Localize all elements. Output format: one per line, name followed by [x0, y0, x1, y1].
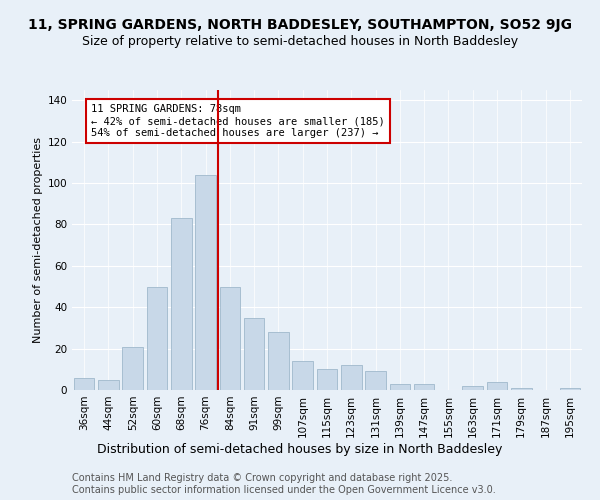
Bar [317, 370, 337, 390]
Text: Distribution of semi-detached houses by size in North Baddesley: Distribution of semi-detached houses by … [97, 442, 503, 456]
Bar [487, 382, 508, 390]
Bar [365, 372, 386, 390]
Text: 11, SPRING GARDENS, NORTH BADDESLEY, SOUTHAMPTON, SO52 9JG: 11, SPRING GARDENS, NORTH BADDESLEY, SOU… [28, 18, 572, 32]
Text: 11 SPRING GARDENS: 78sqm
← 42% of semi-detached houses are smaller (185)
54% of : 11 SPRING GARDENS: 78sqm ← 42% of semi-d… [91, 104, 385, 138]
Bar [511, 388, 532, 390]
Bar [268, 332, 289, 390]
Bar [122, 346, 143, 390]
Bar [560, 388, 580, 390]
Bar [171, 218, 191, 390]
Bar [341, 365, 362, 390]
Bar [389, 384, 410, 390]
Y-axis label: Number of semi-detached properties: Number of semi-detached properties [33, 137, 43, 343]
Bar [463, 386, 483, 390]
Bar [220, 286, 240, 390]
Text: Size of property relative to semi-detached houses in North Baddesley: Size of property relative to semi-detach… [82, 35, 518, 48]
Bar [74, 378, 94, 390]
Bar [414, 384, 434, 390]
Bar [244, 318, 265, 390]
Bar [98, 380, 119, 390]
Bar [146, 286, 167, 390]
Bar [292, 361, 313, 390]
Bar [195, 175, 216, 390]
Text: Contains HM Land Registry data © Crown copyright and database right 2025.
Contai: Contains HM Land Registry data © Crown c… [72, 474, 496, 495]
